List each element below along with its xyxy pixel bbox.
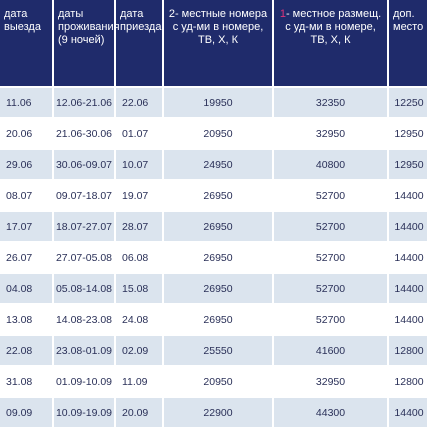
single-occupancy-price-cell: 32950: [274, 119, 387, 150]
double-room-price-cell: 26950: [164, 243, 272, 274]
arrival-date-cell: 01.07: [116, 119, 162, 150]
stay-dates-cell: 10.09-19.09: [54, 398, 114, 429]
extra-bed-price-cell: 12800: [389, 336, 427, 367]
extra-bed-price-cell: 14400: [389, 274, 427, 305]
double-room-price-cell: 22900: [164, 398, 272, 429]
single-occupancy-price-cell: 52700: [274, 274, 387, 305]
single-occupancy-price-cell: 41600: [274, 336, 387, 367]
table-row: 22.08 23.08-01.09 02.09 25550 41600 12800: [0, 336, 427, 367]
departure-date-cell: 29.06: [0, 150, 52, 181]
extra-bed-price-cell: 14400: [389, 398, 427, 429]
arrival-date-cell: 28.07: [116, 212, 162, 243]
arrival-date-cell: 15.08: [116, 274, 162, 305]
extra-bed-price-cell: 14400: [389, 181, 427, 212]
header-arrival-date: дата приезда: [116, 0, 162, 88]
arrival-date-cell: 20.09: [116, 398, 162, 429]
double-room-price-cell: 24950: [164, 150, 272, 181]
stay-dates-cell: 12.06-21.06: [54, 88, 114, 119]
extra-bed-price-cell: 12800: [389, 367, 427, 398]
header-single-occupancy-price: 1- местное размещ. с уд-ми в номере, ТВ,…: [274, 0, 387, 88]
stay-dates-cell: 09.07-18.07: [54, 181, 114, 212]
arrival-date-cell: 19.07: [116, 181, 162, 212]
table-row: 29.06 30.06-09.07 10.07 24950 40800 12950: [0, 150, 427, 181]
header-extra-bed-price: доп. место: [389, 0, 427, 88]
single-occupancy-price-cell: 52700: [274, 243, 387, 274]
single-superscript: 1: [279, 8, 286, 20]
departure-date-cell: 20.06: [0, 119, 52, 150]
single-header-text: - местное размещ. с уд-ми в номере, ТВ, …: [285, 8, 382, 46]
arrival-date-cell: 06.08: [116, 243, 162, 274]
table-row: 17.07 18.07-27.07 28.07 26950 52700 14400: [0, 212, 427, 243]
extra-bed-price-cell: 12950: [389, 119, 427, 150]
table-row: 26.07 27.07-05.08 06.08 26950 52700 14400: [0, 243, 427, 274]
departure-date-cell: 31.08: [0, 367, 52, 398]
stay-dates-cell: 21.06-30.06: [54, 119, 114, 150]
departure-date-cell: 13.08: [0, 305, 52, 336]
departure-date-cell: 09.09: [0, 398, 52, 429]
departure-date-cell: 26.07: [0, 243, 52, 274]
extra-bed-price-cell: 14400: [389, 243, 427, 274]
stay-dates-cell: 18.07-27.07: [54, 212, 114, 243]
single-occupancy-price-cell: 40800: [274, 150, 387, 181]
header-stay-dates: даты проживания (9 ночей): [54, 0, 120, 88]
table-row: 11.06 12.06-21.06 22.06 19950 32350 12250: [0, 88, 427, 119]
stay-dates-cell: 23.08-01.09: [54, 336, 114, 367]
single-occupancy-price-cell: 52700: [274, 305, 387, 336]
single-occupancy-price-cell: 44300: [274, 398, 387, 429]
table-row: 04.08 05.08-14.08 15.08 26950 52700 14400: [0, 274, 427, 305]
departure-date-cell: 17.07: [0, 212, 52, 243]
table-row: 13.08 14.08-23.08 24.08 26950 52700 14400: [0, 305, 427, 336]
stay-dates-cell: 14.08-23.08: [54, 305, 114, 336]
arrival-date-cell: 11.09: [116, 367, 162, 398]
arrival-date-cell: 22.06: [116, 88, 162, 119]
single-occupancy-price-cell: 52700: [274, 212, 387, 243]
extra-bed-price-cell: 14400: [389, 305, 427, 336]
double-room-price-cell: 26950: [164, 274, 272, 305]
extra-bed-price-cell: 12950: [389, 150, 427, 181]
stay-dates-cell: 27.07-05.08: [54, 243, 114, 274]
table-row: 20.06 21.06-30.06 01.07 20950 32950 12950: [0, 119, 427, 150]
extra-bed-price-cell: 14400: [389, 212, 427, 243]
header-departure-date: дата выезда: [0, 0, 52, 88]
double-room-price-cell: 26950: [164, 305, 272, 336]
double-room-price-cell: 26950: [164, 212, 272, 243]
double-room-price-cell: 20950: [164, 367, 272, 398]
stay-dates-cell: 01.09-10.09: [54, 367, 114, 398]
arrival-date-cell: 02.09: [116, 336, 162, 367]
extra-bed-price-cell: 12250: [389, 88, 427, 119]
stay-dates-cell: 30.06-09.07: [54, 150, 114, 181]
arrival-date-cell: 10.07: [116, 150, 162, 181]
table-row: 09.09 10.09-19.09 20.09 22900 44300 14400: [0, 398, 427, 429]
header-row: дата выезда даты проживания (9 ночей) да…: [0, 0, 427, 88]
single-occupancy-price-cell: 32950: [274, 367, 387, 398]
header-double-room-price: 2- местные номера с уд-ми в номере, ТВ, …: [164, 0, 272, 88]
stay-dates-cell: 05.08-14.08: [54, 274, 114, 305]
double-room-price-cell: 26950: [164, 181, 272, 212]
departure-date-cell: 22.08: [0, 336, 52, 367]
table-row: 31.08 01.09-10.09 11.09 20950 32950 12800: [0, 367, 427, 398]
single-occupancy-price-cell: 32350: [274, 88, 387, 119]
arrival-date-cell: 24.08: [116, 305, 162, 336]
single-occupancy-price-cell: 52700: [274, 181, 387, 212]
table-row: 08.07 09.07-18.07 19.07 26950 52700 14400: [0, 181, 427, 212]
departure-date-cell: 04.08: [0, 274, 52, 305]
double-room-price-cell: 25550: [164, 336, 272, 367]
departure-date-cell: 11.06: [0, 88, 52, 119]
double-room-price-cell: 20950: [164, 119, 272, 150]
departure-date-cell: 08.07: [0, 181, 52, 212]
double-room-price-cell: 19950: [164, 88, 272, 119]
table-body: 11.06 12.06-21.06 22.06 19950 32350 12250 20.0…: [0, 88, 427, 429]
table-header: дата выезда даты проживания (9 ночей) да…: [0, 0, 427, 88]
